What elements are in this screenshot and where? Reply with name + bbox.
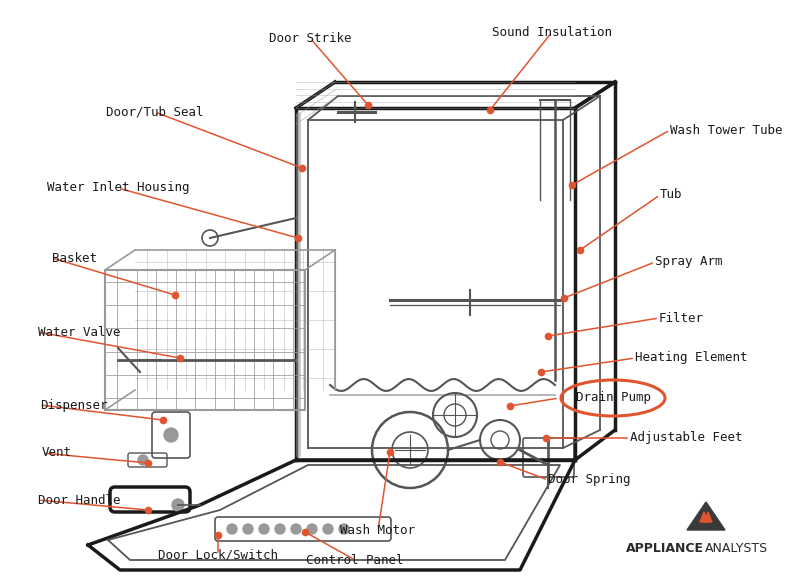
Text: Tub: Tub: [660, 188, 682, 202]
Text: APPLIANCE: APPLIANCE: [626, 542, 704, 555]
Circle shape: [227, 524, 237, 534]
Text: Heating Element: Heating Element: [635, 352, 747, 364]
Circle shape: [259, 524, 269, 534]
Text: Door/Tub Seal: Door/Tub Seal: [106, 106, 204, 119]
Circle shape: [243, 524, 253, 534]
Text: Control Panel: Control Panel: [306, 554, 404, 566]
Circle shape: [172, 499, 184, 511]
Text: Wash Tower Tube: Wash Tower Tube: [670, 124, 782, 137]
Circle shape: [307, 524, 317, 534]
Circle shape: [164, 428, 178, 442]
Circle shape: [275, 524, 285, 534]
Text: Basket: Basket: [52, 252, 97, 264]
Text: Spray Arm: Spray Arm: [655, 256, 722, 268]
Text: Adjustable Feet: Adjustable Feet: [630, 432, 742, 444]
Text: Door Handle: Door Handle: [38, 493, 121, 507]
Polygon shape: [687, 502, 725, 530]
Circle shape: [291, 524, 301, 534]
Polygon shape: [700, 512, 708, 522]
Text: Sound Insulation: Sound Insulation: [492, 26, 612, 38]
Text: Dispenser: Dispenser: [40, 399, 107, 411]
Text: ANALYSTS: ANALYSTS: [705, 542, 768, 555]
Text: Door Strike: Door Strike: [269, 31, 351, 45]
Text: Wash Motor: Wash Motor: [341, 523, 415, 536]
Text: Drain Pump: Drain Pump: [575, 392, 650, 404]
Text: Vent: Vent: [42, 447, 72, 460]
Text: Water Inlet Housing: Water Inlet Housing: [46, 181, 190, 195]
Text: Filter: Filter: [659, 311, 704, 325]
Text: Door Lock/Switch: Door Lock/Switch: [158, 548, 278, 561]
Polygon shape: [704, 512, 712, 522]
Circle shape: [138, 455, 148, 465]
Text: Water Valve: Water Valve: [38, 325, 121, 339]
Text: Door Spring: Door Spring: [548, 474, 630, 486]
Circle shape: [323, 524, 333, 534]
Circle shape: [339, 524, 349, 534]
